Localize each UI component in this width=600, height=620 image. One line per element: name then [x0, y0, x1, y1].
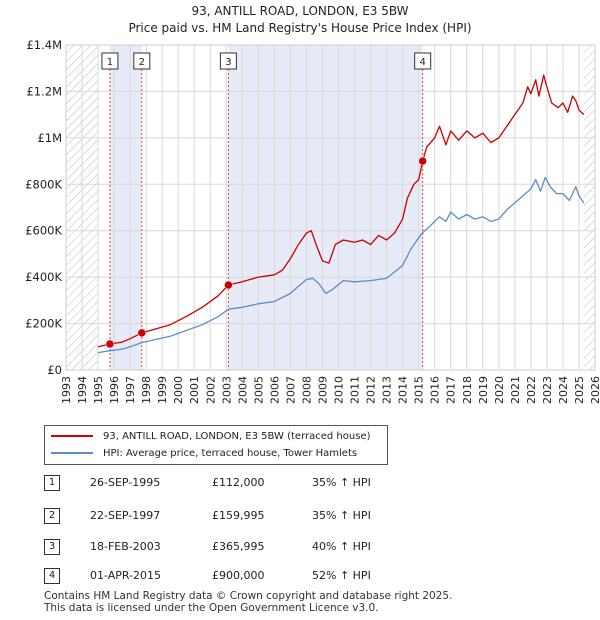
x-tick-label: 2007: [284, 376, 297, 404]
y-tick-label: £200K: [25, 317, 62, 331]
chart-legend: 93, ANTILL ROAD, LONDON, E3 5BW (terrace…: [44, 425, 388, 465]
transaction-date: 01-APR-2015: [90, 569, 162, 582]
transaction-marker-badge: 2: [44, 508, 60, 524]
sale-point: [224, 280, 233, 290]
sale-point: [105, 339, 115, 349]
hpi-line: [97, 176, 585, 354]
transaction-label-box: [101, 52, 119, 70]
y-tick-label: £800K: [25, 177, 62, 191]
y-tick-label: £600K: [25, 224, 62, 238]
legend-item-property: 93, ANTILL ROAD, LONDON, E3 5BW (terrace…: [51, 428, 370, 444]
transaction-label-box: [219, 52, 237, 70]
transaction-date: 18-FEB-2003: [90, 540, 161, 553]
transaction-label: 1: [107, 57, 113, 68]
x-tick-label: 2008: [300, 376, 313, 404]
x-tick-label: 2015: [413, 376, 426, 404]
y-tick-label: £400K: [25, 270, 62, 284]
x-tick-label: 2012: [365, 376, 378, 404]
y-tick-label: £1M: [37, 131, 62, 145]
transaction-label: 4: [419, 57, 425, 68]
footer-licence: This data is licensed under the Open Gov…: [44, 602, 379, 614]
x-tick-label: 1999: [156, 376, 169, 404]
transaction-price: £900,000: [212, 569, 265, 582]
x-tick-label: 2023: [541, 376, 554, 404]
x-tick-label: 2006: [268, 376, 281, 404]
transaction-price: £112,000: [212, 476, 265, 489]
legend-item-hpi: HPI: Average price, terraced house, Towe…: [51, 445, 357, 461]
transaction-price: £365,995: [212, 540, 265, 553]
footer-copyright: Contains HM Land Registry data © Crown c…: [44, 590, 453, 602]
x-tick-label: 2001: [188, 376, 201, 404]
transaction-date: 26-SEP-1995: [90, 476, 161, 489]
x-tick-label: 1993: [60, 376, 73, 404]
x-tick-label: 2019: [477, 376, 490, 404]
sale-point: [137, 328, 147, 338]
transaction-price: £159,995: [212, 509, 265, 522]
x-tick-label: 2026: [589, 376, 600, 404]
x-tick-label: 2002: [204, 376, 217, 404]
transaction-label-box: [133, 52, 151, 70]
x-tick-label: 1995: [92, 376, 105, 404]
chart-title: 93, ANTILL ROAD, LONDON, E3 5BW: [191, 4, 409, 18]
y-tick-label: £0: [47, 363, 62, 377]
transaction-marker-badge: 4: [44, 568, 60, 584]
shaded-period: [228, 45, 423, 370]
transaction-marker-badge: 1: [44, 475, 60, 491]
x-tick-label: 2018: [461, 376, 474, 404]
attribution-footer: Contains HM Land Registry data © Crown c…: [44, 590, 452, 614]
x-tick-label: 2016: [429, 376, 442, 404]
transaction-hpi-change: 52% ↑ HPI: [312, 569, 371, 582]
legend-label-property: 93, ANTILL ROAD, LONDON, E3 5BW (terrace…: [103, 430, 371, 442]
sale-point: [418, 156, 427, 166]
x-tick-label: 2024: [557, 376, 570, 404]
x-tick-label: 2005: [252, 376, 265, 404]
x-tick-label: 2003: [220, 376, 233, 404]
x-tick-label: 2020: [493, 376, 506, 404]
x-tick-label: 2000: [172, 376, 185, 404]
x-tick-label: 2010: [333, 376, 346, 404]
x-tick-label: 2011: [349, 376, 362, 404]
price-paid-line: [97, 74, 585, 348]
x-tick-label: 2014: [397, 376, 410, 404]
x-tick-label: 1994: [76, 376, 89, 404]
transaction-hpi-change: 35% ↑ HPI: [312, 509, 371, 522]
shaded-period: [109, 45, 142, 370]
plot-border: [65, 44, 596, 371]
transaction-hpi-change: 40% ↑ HPI: [312, 540, 371, 553]
x-tick-label: 1998: [140, 376, 153, 404]
transaction-label: 2: [139, 57, 145, 68]
y-tick-label: £1.4M: [26, 38, 62, 52]
transaction-marker-badge: 3: [44, 539, 60, 555]
transaction-label-box: [414, 52, 432, 70]
x-tick-label: 2013: [381, 376, 394, 404]
x-tick-label: 2021: [509, 376, 522, 404]
x-tick-label: 2017: [445, 376, 458, 404]
x-tick-label: 2004: [236, 376, 249, 404]
chart-subtitle: Price paid vs. HM Land Registry's House …: [128, 21, 472, 35]
x-tick-label: 1996: [108, 376, 121, 404]
x-tick-label: 1997: [124, 376, 137, 404]
x-tick-label: 2009: [316, 376, 329, 404]
legend-line-property: [51, 435, 93, 437]
y-tick-label: £1.2M: [26, 84, 62, 98]
legend-line-hpi: [51, 452, 93, 454]
transaction-hpi-change: 35% ↑ HPI: [312, 476, 371, 489]
legend-label-hpi: HPI: Average price, terraced house, Towe…: [103, 447, 358, 459]
x-tick-label: 2022: [525, 376, 538, 404]
hatched-region: [583, 45, 595, 370]
transaction-label: 3: [225, 57, 231, 68]
x-tick-label: 2025: [573, 376, 586, 404]
transaction-date: 22-SEP-1997: [90, 509, 161, 522]
